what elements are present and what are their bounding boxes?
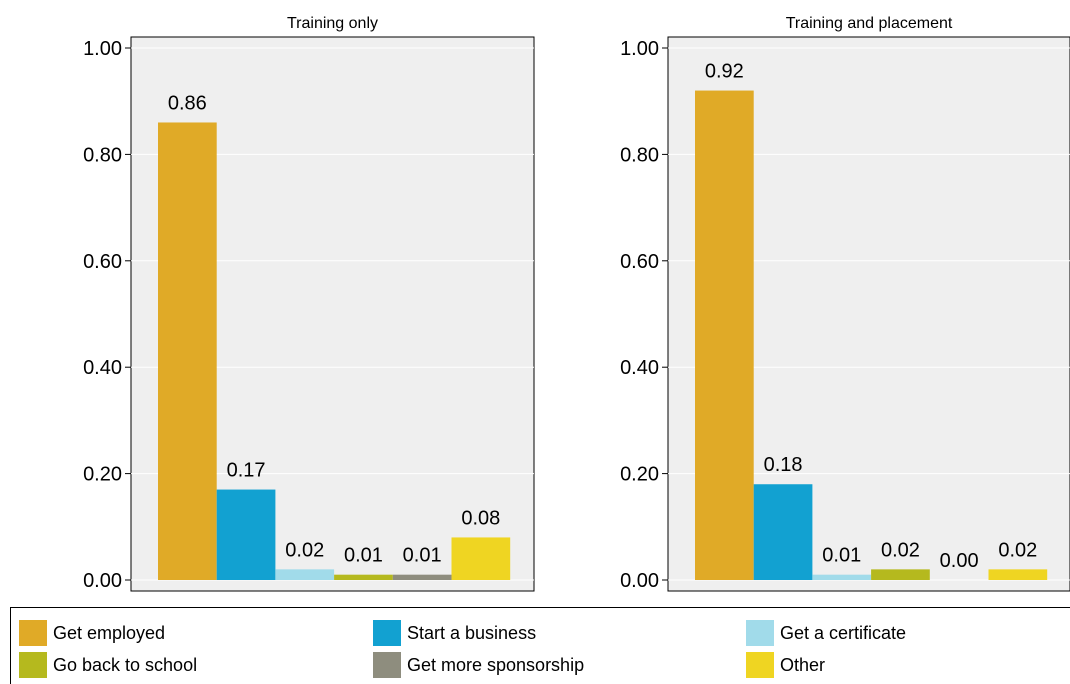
data-label: 0.18 — [764, 454, 803, 476]
data-label: 0.01 — [344, 545, 383, 567]
y-tick-label: 0.60 — [83, 251, 122, 273]
bar-start-a-business — [753, 484, 813, 580]
legend-item-get-more-sponsorship: Get more sponsorship — [373, 652, 584, 678]
legend-item-get-employed: Get employed — [19, 620, 165, 646]
data-label: 0.01 — [403, 545, 442, 567]
legend-item-other: Other — [746, 652, 825, 678]
bar-other — [451, 537, 511, 580]
bar-get-a-certificate — [275, 569, 335, 580]
y-tick-label: 1.00 — [620, 38, 659, 60]
bar-chart: Training only 0.00 0.20 0.40 0.60 0.80 1.00 0.8… — [83, 15, 1070, 592]
y-tick-label: 0.60 — [620, 251, 659, 273]
y-tick-label: 1.00 — [83, 38, 122, 60]
legend-label: Start a business — [407, 622, 537, 643]
bar-other — [988, 569, 1048, 580]
legend-label: Get employed — [53, 622, 166, 643]
legend-label: Other — [780, 654, 826, 675]
y-tick-label: 0.40 — [83, 357, 122, 379]
y-tick-label: 0.00 — [83, 570, 122, 592]
legend-swatch — [746, 652, 774, 678]
legend-label: Get a certificate — [780, 622, 907, 643]
legend-label: Get more sponsorship — [407, 654, 585, 675]
chart-panel-1 — [125, 36, 535, 592]
y-tick-label: 0.20 — [620, 464, 659, 486]
panel-title: Training and placement — [786, 15, 953, 32]
data-label: 0.92 — [705, 61, 744, 83]
panel-title: Training only — [287, 15, 378, 32]
legend-swatch — [746, 620, 774, 646]
y-tick-label: 0.40 — [620, 357, 659, 379]
data-label: 0.17 — [227, 460, 266, 482]
legend-item-go-back-to-school: Go back to school — [19, 652, 197, 678]
data-label: 0.00 — [940, 550, 979, 572]
bar-get-more-sponsorship — [392, 574, 452, 580]
legend-swatch — [373, 620, 401, 646]
y-tick-label: 0.00 — [620, 570, 659, 592]
chart-panel-2 — [662, 36, 1070, 592]
y-tick-label: 0.80 — [83, 144, 122, 166]
legend-label: Go back to school — [53, 654, 198, 675]
data-label: 0.02 — [998, 539, 1037, 561]
legend-swatch — [19, 620, 47, 646]
y-tick-label: 0.80 — [620, 144, 659, 166]
data-label: 0.08 — [461, 507, 500, 529]
data-label: 0.01 — [822, 545, 861, 567]
bar-get-employed — [695, 90, 754, 580]
bar-start-a-business — [216, 489, 276, 580]
bar-get-employed — [158, 122, 217, 580]
data-label: 0.02 — [881, 539, 920, 561]
data-label: 0.02 — [285, 539, 324, 561]
legend-item-start-a-business: Start a business — [373, 620, 536, 646]
bar-get-a-certificate — [812, 574, 872, 580]
legend-swatch — [19, 652, 47, 678]
bar-go-back-to-school — [334, 574, 393, 580]
legend-swatch — [373, 652, 401, 678]
bar-go-back-to-school — [871, 569, 930, 580]
legend-item-get-a-certificate: Get a certificate — [746, 620, 906, 646]
y-tick-label: 0.20 — [83, 464, 122, 486]
data-label: 0.86 — [168, 92, 207, 114]
legend: Get employed Start a business Get a cert… — [10, 607, 1070, 684]
